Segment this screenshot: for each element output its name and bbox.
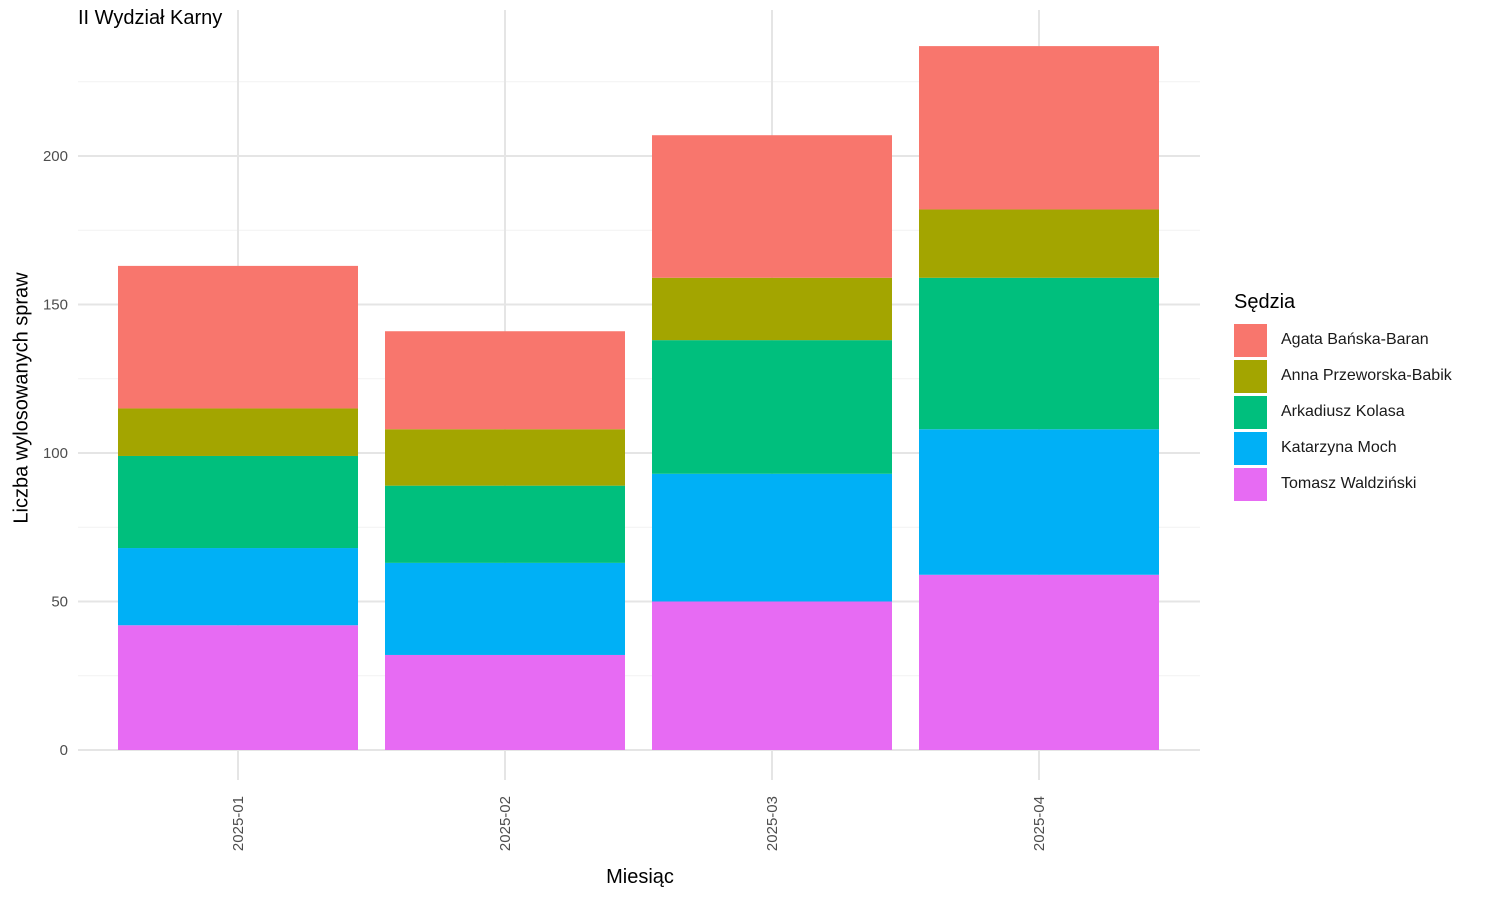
legend: Sędzia Agata Bańska-Baran Anna Przeworska…	[1234, 291, 1452, 502]
legend-label: Anna Przeworska-Babik	[1281, 367, 1452, 384]
bar-segment	[118, 625, 358, 750]
bar-segment	[385, 485, 625, 563]
bar-segment	[919, 277, 1159, 430]
y-tick-label: 100	[43, 445, 68, 462]
legend-label: Arkadiusz Kolasa	[1281, 403, 1405, 420]
legend-item: Anna Przeworska-Babik	[1234, 358, 1452, 394]
bar-segment	[385, 654, 625, 750]
legend-item: Katarzyna Moch	[1234, 430, 1452, 466]
legend-swatch	[1234, 395, 1267, 429]
bar-segment	[118, 408, 358, 456]
bar-segment	[919, 429, 1159, 575]
bar-segment	[385, 429, 625, 486]
bar-segment	[118, 265, 358, 409]
x-axis-ticks: 2025-01 2025-02 2025-03 2025-04	[230, 796, 1048, 851]
bars	[118, 46, 1159, 750]
y-tick-label: 150	[43, 297, 68, 314]
bar-segment	[919, 209, 1159, 278]
bar-segment	[652, 135, 892, 278]
y-axis-title: Liczba wylosowanych spraw	[10, 272, 33, 524]
legend-items: Agata Bańska-Baran Anna Przeworska-Babik A…	[1234, 322, 1452, 502]
bar-segment	[652, 340, 892, 474]
y-axis-ticks: 0 50 100 150 200	[43, 148, 68, 759]
bar-segment	[652, 277, 892, 341]
legend-swatch	[1234, 359, 1267, 393]
legend-item: Arkadiusz Kolasa	[1234, 394, 1452, 430]
x-tick-label: 2025-02	[497, 796, 514, 851]
y-tick-label: 50	[51, 594, 68, 611]
bar-segment	[118, 548, 358, 626]
bar-segment	[385, 331, 625, 430]
x-tick-label: 2025-03	[764, 796, 781, 851]
x-axis-title: Miesiąc	[606, 866, 674, 888]
bar-segment	[652, 473, 892, 602]
legend-swatch	[1234, 431, 1267, 465]
chart-title: II Wydział Karny	[78, 7, 223, 29]
legend-swatch	[1234, 323, 1267, 357]
y-tick-label: 0	[60, 742, 68, 759]
legend-item: Agata Bańska-Baran	[1234, 322, 1452, 358]
y-tick-label: 200	[43, 148, 68, 165]
legend-item: Tomasz Waldziński	[1234, 466, 1452, 502]
bar-segment	[385, 562, 625, 655]
x-tick-label: 2025-04	[1031, 796, 1048, 851]
legend-label: Tomasz Waldziński	[1281, 475, 1417, 492]
legend-title: Sędzia	[1234, 291, 1296, 313]
legend-label: Agata Bańska-Baran	[1281, 331, 1429, 348]
legend-swatch	[1234, 467, 1267, 501]
legend-label: Katarzyna Moch	[1281, 439, 1397, 456]
x-tick-label: 2025-01	[230, 796, 247, 851]
bar-segment	[652, 601, 892, 750]
bar-segment	[919, 46, 1159, 210]
bar-segment	[118, 455, 358, 549]
bar-segment	[919, 574, 1159, 750]
